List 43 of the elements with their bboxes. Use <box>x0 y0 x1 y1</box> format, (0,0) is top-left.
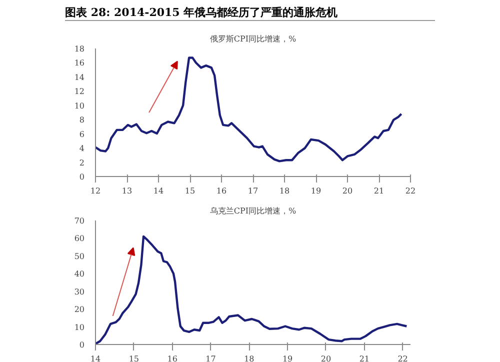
chart-subtitle: 俄罗斯CPI同比增速，% <box>210 34 297 44</box>
x-tick-label: 19 <box>282 354 293 362</box>
y-tick-label: 4 <box>79 144 85 154</box>
y-tick-label: 0 <box>79 340 85 350</box>
x-tick-label: 21 <box>359 354 370 362</box>
x-tick-label: 17 <box>248 186 258 196</box>
x-tick-label: 20 <box>342 186 353 196</box>
y-tick-label: 8 <box>79 116 85 125</box>
y-tick-label: 6 <box>79 130 85 139</box>
x-tick-label: 13 <box>122 186 132 196</box>
y-tick-label: 70 <box>74 216 85 226</box>
x-tick-label: 19 <box>310 186 322 196</box>
x-tick-label: 15 <box>184 186 196 196</box>
x-tick-label: 17 <box>206 354 216 362</box>
y-tick-label: 10 <box>74 322 85 332</box>
x-tick-label: 15 <box>128 354 140 362</box>
y-tick-label: 10 <box>74 101 85 110</box>
x-tick-label: 22 <box>398 354 408 362</box>
x-tick-label: 21 <box>374 186 384 196</box>
line-series <box>96 56 402 162</box>
y-tick-label: 18 <box>74 44 85 54</box>
line-series <box>96 235 408 344</box>
x-tick-label: 14 <box>153 186 164 196</box>
x-tick-label: 20 <box>320 354 332 362</box>
y-tick-label: 14 <box>74 72 85 82</box>
y-tick-label: 60 <box>74 234 85 244</box>
chart-title: 图表 28: 2014-2015 年俄乌都经历了严重的通胀危机 <box>65 5 338 21</box>
x-tick-label: 16 <box>216 186 227 196</box>
x-tick-label: 22 <box>405 186 416 196</box>
y-tick-label: 30 <box>74 287 85 296</box>
y-tick-label: 12 <box>74 87 85 96</box>
y-tick-label: 0 <box>79 172 85 182</box>
x-tick-label: 14 <box>90 354 101 362</box>
y-tick-label: 2 <box>79 158 85 168</box>
y-tick-label: 50 <box>74 252 85 261</box>
y-tick-label: 16 <box>74 58 85 68</box>
x-tick-label: 18 <box>244 354 254 362</box>
x-tick-label: 12 <box>90 186 101 196</box>
y-tick-label: 40 <box>74 270 85 279</box>
x-tick-label: 18 <box>279 186 290 196</box>
chart-subtitle: 乌克兰CPI同比增速，% <box>210 206 297 216</box>
x-tick-label: 16 <box>167 354 178 362</box>
y-tick-label: 20 <box>74 305 85 314</box>
